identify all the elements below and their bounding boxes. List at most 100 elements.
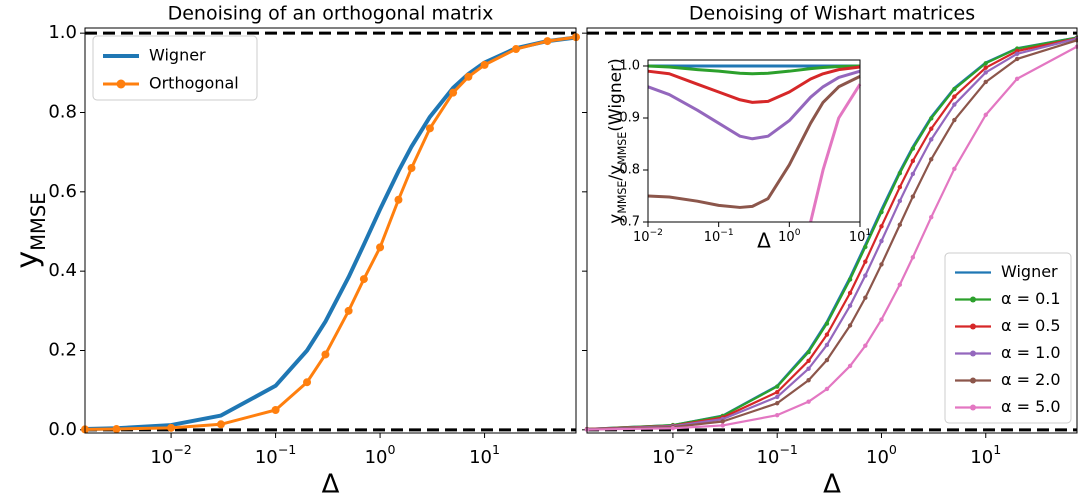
series-marker (910, 146, 916, 151)
tick-exponent: −2 (173, 442, 192, 457)
y-tick-label: 0.8 (48, 101, 77, 122)
y-axis-label-part: y (606, 214, 626, 224)
tick-exponent: −1 (779, 442, 798, 457)
legend-label: α = 0.1 (1001, 289, 1061, 308)
series-marker (303, 378, 312, 387)
series-marker (774, 394, 780, 400)
series-marker (774, 412, 780, 418)
series-marker (929, 126, 934, 131)
tick-base: 10 (704, 230, 721, 245)
y-tick-label: 0.7 (619, 215, 640, 230)
tick-exponent: 1 (865, 228, 871, 238)
y-tick-label: 0.0 (48, 419, 77, 440)
series-marker (271, 405, 280, 414)
legend-label: α = 1.0 (1001, 343, 1061, 362)
x-tick-label: 10−1 (255, 442, 296, 469)
legend-label: Wigner (1001, 262, 1058, 281)
legend-marker (970, 323, 976, 330)
legend-marker (970, 296, 976, 303)
series-marker (929, 215, 934, 220)
series-marker (774, 401, 780, 406)
plot-frame (647, 59, 861, 223)
tick-exponent: 1 (492, 442, 500, 457)
series-marker (897, 184, 903, 190)
series-marker (720, 419, 725, 424)
series-marker (806, 366, 811, 371)
legend-label: α = 0.5 (1001, 316, 1061, 335)
tick-exponent: 1 (993, 442, 1001, 457)
y-axis-label-part: (Wigner) (606, 58, 626, 131)
series-marker (376, 243, 385, 252)
series-marker (1014, 76, 1020, 81)
tick-exponent: −1 (720, 228, 733, 238)
y-axis-label: yMMSE (10, 192, 51, 268)
plot-frame (84, 27, 577, 434)
series-marker (879, 224, 884, 229)
legend: Wigner α = 0.1 α = 0.5 α = 1.0 α = 2.0 α = 5.… (944, 252, 1072, 424)
y-tick-label: 0.2 (48, 339, 77, 360)
series-marker (952, 86, 957, 92)
x-tick-label: 10−2 (652, 442, 693, 469)
series-marker (394, 195, 403, 204)
series-marker (806, 349, 811, 355)
legend-marker (970, 377, 976, 384)
series-marker (910, 171, 916, 177)
series-marker (983, 61, 988, 66)
legend-label: Wigner (149, 46, 206, 65)
series-marker (806, 378, 811, 383)
series-marker (167, 423, 176, 432)
series-marker (1014, 51, 1020, 56)
series-marker (929, 157, 934, 162)
panel: 0.70.80.91.010−2 10−1 100 101ΔyMMSE/yMMSE(W… (606, 58, 871, 252)
series-marker (824, 342, 830, 348)
y-axis-label-part: y (10, 251, 45, 269)
x-tick-label: 100 (866, 442, 897, 469)
legend-marker (116, 79, 126, 89)
y-axis-label-part: MMSE (616, 181, 629, 214)
series-marker (879, 238, 884, 244)
y-axis-label-part: MMSE (616, 132, 629, 165)
series-marker (464, 72, 473, 81)
series-marker (952, 94, 957, 99)
series-marker (1014, 56, 1020, 62)
series-marker (929, 137, 934, 142)
series-line (586, 37, 1078, 431)
series-marker (720, 423, 725, 428)
series-marker (847, 323, 853, 328)
y-axis-label: yMMSE/yMMSE(Wigner) (606, 58, 629, 223)
tick-exponent: 0 (388, 442, 396, 457)
series-marker (910, 255, 916, 260)
series-line (647, 64, 861, 76)
tick-exponent: −2 (650, 228, 663, 238)
series-marker (897, 170, 903, 176)
x-tick-label: 101 (970, 442, 1001, 469)
panel: Denoising of an orthogonal matrix 0.0 0.2 0… (10, 3, 580, 497)
series-marker (216, 420, 225, 429)
x-tick-label: 10−2 (633, 228, 663, 245)
y-tick-label: 0.6 (48, 181, 77, 202)
series-marker (449, 88, 458, 97)
series-marker (863, 295, 868, 300)
series-line (809, 83, 862, 223)
legend-marker (970, 350, 976, 357)
legend: Wigner Orthogonal (92, 35, 258, 101)
series-marker (847, 290, 853, 296)
series-marker (863, 273, 868, 278)
tick-exponent: −2 (675, 442, 694, 457)
series-marker (879, 317, 884, 322)
series-marker (774, 389, 780, 395)
x-tick-label: 100 (365, 442, 396, 469)
series-marker (879, 209, 884, 215)
series-marker (425, 124, 434, 133)
legend-label: Orthogonal (149, 74, 239, 93)
x-tick-label: 10−1 (704, 228, 734, 245)
series-marker (897, 222, 903, 227)
series-marker (847, 303, 853, 308)
x-axis-label: Δ (757, 229, 771, 253)
tick-base: 10 (778, 230, 795, 245)
series-marker (480, 60, 489, 69)
series-marker (543, 37, 552, 46)
panel-title: Denoising of an orthogonal matrix (168, 3, 494, 25)
x-tick-label: 10−1 (756, 442, 797, 469)
